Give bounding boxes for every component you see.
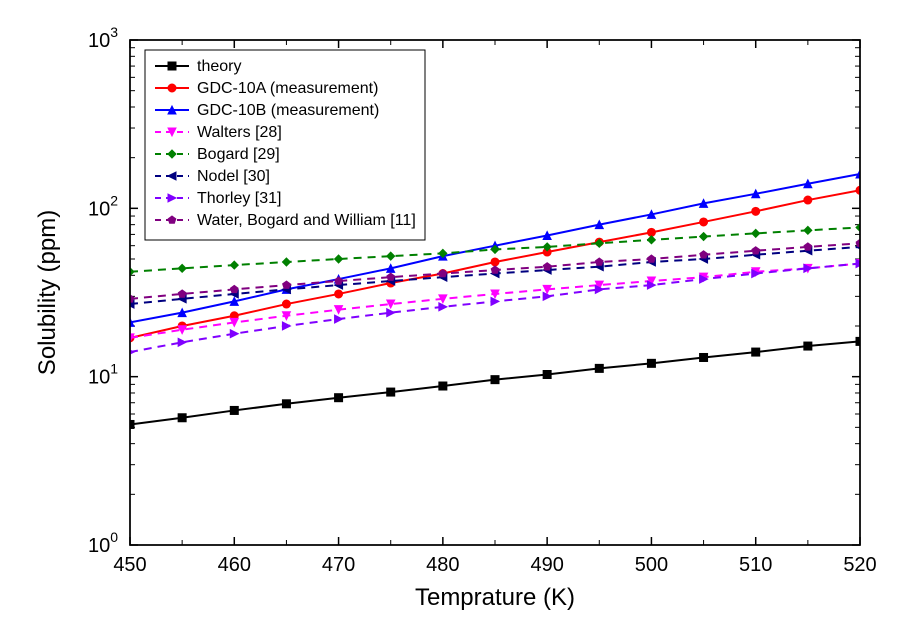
svg-text:500: 500 (635, 554, 668, 576)
svg-text:470: 470 (322, 554, 355, 576)
legend-label-bogard: Bogard [29] (197, 146, 280, 163)
legend-label-nodel: Nodel [30] (197, 168, 270, 185)
legend-label-walters: Walters [28] (197, 124, 282, 141)
legend-label-gdc10a: GDC-10A (measurement) (197, 80, 378, 97)
svg-text:510: 510 (739, 554, 772, 576)
legend-label-water_bogard_william: Water, Bogard and William [11] (197, 212, 416, 229)
solubility-chart: 450460470480490500510520100101102103Temp… (0, 0, 899, 642)
legend-label-theory: theory (197, 58, 241, 75)
legend-label-thorley: Thorley [31] (197, 190, 281, 207)
legend-label-gdc10b: GDC-10B (measurement) (197, 102, 379, 119)
svg-text:460: 460 (218, 554, 251, 576)
svg-text:520: 520 (843, 554, 876, 576)
y-axis-label: Solubility (ppm) (34, 210, 61, 375)
legend: theory GDC-10A (measurement) GDC-10B (meas… (145, 50, 425, 240)
chart-svg: 450460470480490500510520100101102103Temp… (0, 0, 899, 642)
svg-text:480: 480 (426, 554, 459, 576)
svg-text:450: 450 (113, 554, 146, 576)
x-axis-label: Temprature (K) (415, 584, 575, 611)
svg-text:490: 490 (530, 554, 563, 576)
